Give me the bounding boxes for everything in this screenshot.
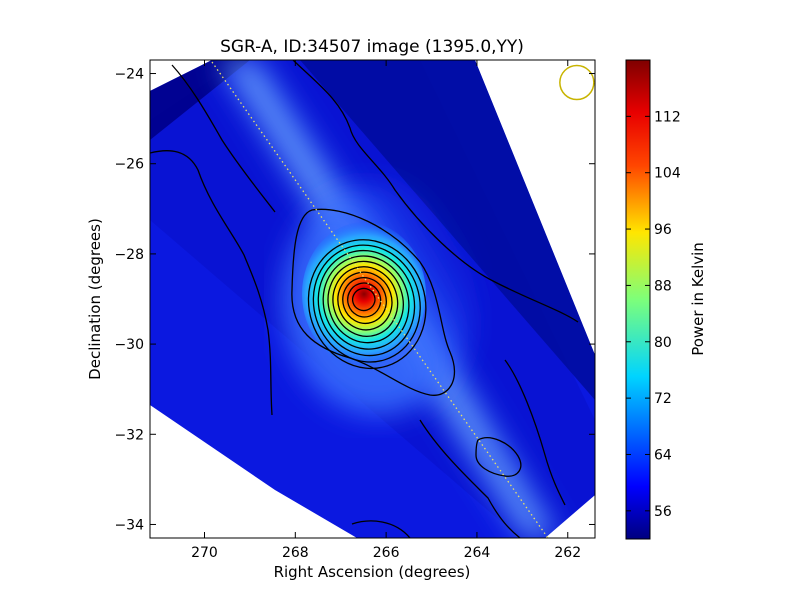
- colorbar-gradient: [625, 59, 651, 540]
- y-tick-label: −30: [114, 337, 144, 353]
- colorbar-tick-label: 72: [654, 391, 672, 407]
- x-tick-label: 262: [554, 545, 581, 561]
- colorbar-tick-label: 88: [654, 278, 672, 294]
- y-axis: −24 −26 −28 −30 −32 −34: [114, 67, 595, 533]
- contour-left-inner: [171, 64, 276, 213]
- x-axis-label: Right Ascension (degrees): [274, 563, 471, 581]
- contour-lower-right: [419, 419, 521, 538]
- contour-ring: [351, 287, 376, 312]
- colorbar-tick-label: 80: [654, 335, 672, 351]
- contour-ring: [337, 271, 393, 331]
- colorbar-tick-label: 104: [654, 166, 681, 182]
- x-axis: 270 268 266 264 262: [191, 60, 581, 561]
- contour-lines: [150, 60, 579, 538]
- colorbar: 56 64 72 80 88 96 104 112 Power in Kelvin: [625, 59, 707, 540]
- y-tick-label: −24: [114, 67, 144, 83]
- contour-ring: [322, 255, 410, 350]
- contour-level-1: [291, 208, 456, 396]
- contour-right-edge: [504, 359, 566, 506]
- colorbar-tick-label: 64: [654, 447, 672, 463]
- y-axis-label: Declination (degrees): [86, 218, 104, 380]
- y-tick-label: −26: [114, 157, 144, 173]
- contour-ring: [317, 249, 416, 357]
- contour-secondary-source: [475, 437, 522, 477]
- colorbar-label: Power in Kelvin: [689, 242, 707, 356]
- y-tick-label: −28: [114, 247, 144, 263]
- contour-ring: [342, 277, 387, 325]
- contour-ring: [332, 266, 399, 337]
- y-tick-label: −32: [114, 427, 144, 443]
- contour-ring: [327, 260, 404, 344]
- x-tick-label: 268: [282, 545, 309, 561]
- plot-area: 270 268 266 264 262 −24 −26 −28 −30 −32 −34: [114, 59, 596, 561]
- chart-title: SGR-A, ID:34507 image (1395.0,YY): [220, 37, 524, 57]
- contour-ring: [307, 239, 427, 370]
- colorbar-tick-label: 56: [654, 504, 672, 520]
- colorbar-tick-label: 112: [654, 109, 681, 125]
- contour-outer-left: [150, 150, 273, 416]
- x-tick-label: 264: [464, 545, 491, 561]
- contour-upper-right: [292, 60, 579, 323]
- contour-bottom: [351, 520, 411, 538]
- colorbar-tick-label: 96: [654, 222, 672, 238]
- contour-ring: [347, 282, 382, 318]
- x-tick-label: 270: [191, 545, 218, 561]
- y-tick-label: −34: [114, 517, 144, 533]
- colorbar-ticks: 56 64 72 80 88 96 104 112: [626, 109, 681, 520]
- beam-marker: [559, 64, 595, 101]
- nested-contours: [307, 239, 427, 370]
- x-tick-label: 266: [373, 545, 400, 561]
- contour-ring: [312, 244, 421, 363]
- plot-frame: [149, 59, 596, 539]
